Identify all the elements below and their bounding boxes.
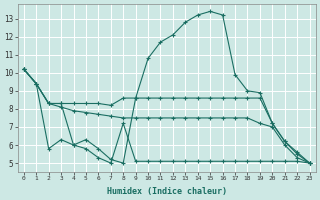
X-axis label: Humidex (Indice chaleur): Humidex (Indice chaleur) [107,187,227,196]
